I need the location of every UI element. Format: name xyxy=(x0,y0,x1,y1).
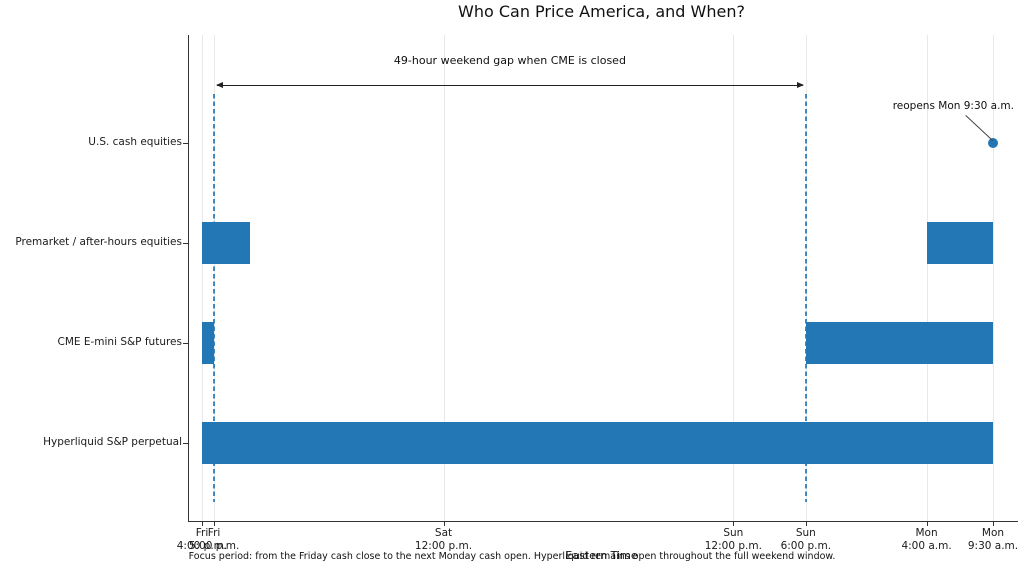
y-axis-category-label: Premarket / after-hours equities xyxy=(15,236,182,248)
open-interval-bar xyxy=(805,322,993,364)
chart-title: Who Can Price America, and When? xyxy=(458,2,745,21)
y-axis-tick xyxy=(183,443,188,444)
y-axis-category-label: U.S. cash equities xyxy=(88,136,182,148)
x-axis-tick xyxy=(214,521,216,526)
y-axis-tick xyxy=(183,343,188,344)
x-axis-tick-label: Mon 4:00 a.m. xyxy=(901,527,952,552)
y-axis-tick xyxy=(183,143,188,144)
gap-double-arrow xyxy=(216,81,804,88)
x-axis-tick xyxy=(202,521,203,526)
cme-gap-guide-line xyxy=(805,94,807,502)
x-axis-tick-label: Sun 6:00 p.m. xyxy=(780,527,832,552)
x-axis-tick xyxy=(733,521,735,526)
y-axis-spine xyxy=(188,35,190,522)
x-axis-tick xyxy=(805,521,807,526)
gridline xyxy=(202,35,203,521)
open-interval-bar xyxy=(202,422,993,464)
chart-caption: Focus period: from the Friday cash close… xyxy=(188,551,836,562)
open-interval-bar xyxy=(202,322,215,364)
x-axis-tick-label: Fri 5:00 p.m. xyxy=(188,527,240,552)
gridline xyxy=(993,35,994,521)
gridline xyxy=(443,35,445,521)
reopen-annotation-label: reopens Mon 9:30 a.m. xyxy=(892,100,1014,112)
x-axis-tick-label: Mon 9:30 a.m. xyxy=(967,527,1019,552)
x-axis-tick xyxy=(443,521,445,526)
x-axis-tick-label: Sat 12:00 p.m. xyxy=(414,527,473,552)
reopen-marker-dot xyxy=(988,138,998,148)
reopen-annotation-connector-line xyxy=(965,115,994,142)
cme-gap-guide-line xyxy=(213,94,215,502)
open-interval-bar xyxy=(926,222,993,264)
x-axis-spine xyxy=(188,521,1018,523)
y-axis-tick xyxy=(183,243,188,244)
x-axis-tick xyxy=(926,521,928,526)
gridline xyxy=(733,35,735,521)
x-axis-tick-label: Fri 4:00 p.m. xyxy=(176,527,228,552)
gridline xyxy=(926,35,928,521)
y-axis-category-label: Hyperliquid S&P perpetual xyxy=(43,436,182,448)
open-interval-bar xyxy=(202,222,251,264)
x-axis-label: Eastern Time xyxy=(565,549,638,562)
gap-annotation-label: 49-hour weekend gap when CME is closed xyxy=(393,54,626,67)
x-axis-tick-label: Sun 12:00 p.m. xyxy=(704,527,762,552)
y-axis-category-label: CME E-mini S&P futures xyxy=(57,336,182,348)
x-axis-tick xyxy=(993,521,994,526)
